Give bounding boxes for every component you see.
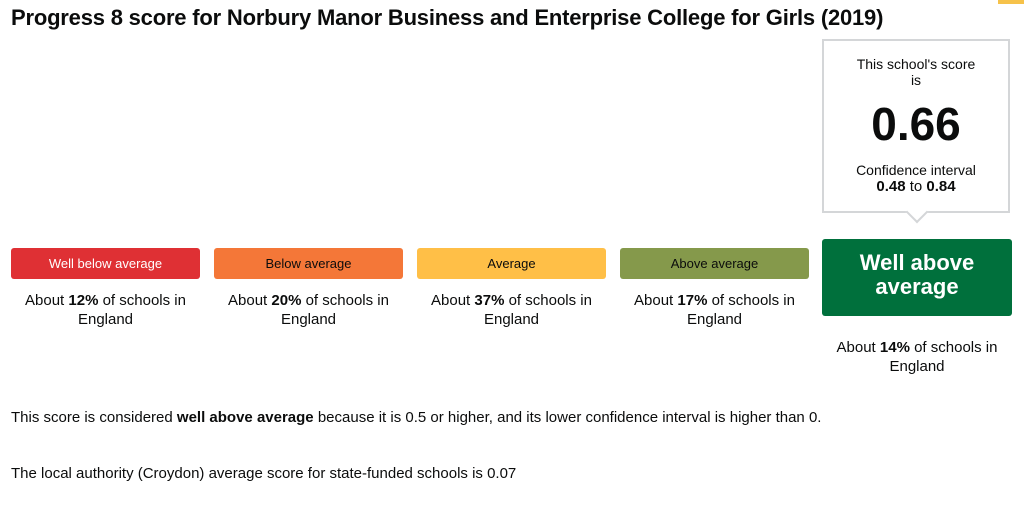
pct-suffix: of schools in England (889, 339, 998, 375)
local-authority-average: The local authority (Croydon) average sc… (11, 465, 517, 482)
pct-prefix: About (634, 292, 674, 309)
explanation-suffix: because it is 0.5 or higher, and its low… (317, 409, 822, 426)
score-caption: This school's score is (856, 56, 976, 88)
score-explanation: This score is considered well above aver… (11, 409, 821, 426)
pct-suffix: of schools in England (280, 292, 389, 328)
accent-corner-mark (998, 0, 1024, 4)
pct-value: 37% (474, 292, 505, 309)
ci-low: 0.48 (876, 178, 906, 195)
pct-value: 14% (879, 339, 910, 356)
pct-suffix: of schools in England (483, 292, 592, 328)
band-average: Average (417, 248, 606, 279)
band-share-average: About 37% of schools in England (417, 291, 606, 329)
band-well-above-average-selected: Well above average (822, 239, 1012, 316)
school-score-callout: This school's score is 0.66 Confidence i… (822, 39, 1010, 213)
ci-high: 0.84 (926, 178, 956, 195)
page-title: Progress 8 score for Norbury Manor Busin… (11, 5, 884, 30)
pct-value: 20% (271, 292, 302, 309)
score-value: 0.66 (871, 98, 961, 150)
explanation-emphasis: well above average (176, 409, 314, 426)
pct-prefix: About (25, 292, 65, 309)
band-share-below-average: About 20% of schools in England (214, 291, 403, 329)
pct-prefix: About (228, 292, 268, 309)
band-well-below-average: Well below average (11, 248, 200, 279)
ci-to: to (909, 178, 923, 195)
band-share-well-below-average: About 12% of schools in England (11, 291, 200, 329)
band-below-average: Below average (214, 248, 403, 279)
band-share-well-above-average: About 14% of schools in England (822, 338, 1012, 376)
confidence-interval-label: Confidence interval (856, 162, 976, 178)
pct-value: 17% (677, 292, 708, 309)
pct-prefix: About (836, 339, 876, 356)
pct-suffix: of schools in England (77, 292, 186, 328)
confidence-interval-range: 0.48 to 0.84 (824, 178, 1008, 195)
pct-value: 12% (68, 292, 99, 309)
band-share-above-average: About 17% of schools in England (620, 291, 809, 329)
explanation-prefix: This score is considered (11, 409, 173, 426)
pct-suffix: of schools in England (686, 292, 795, 328)
pct-prefix: About (431, 292, 471, 309)
band-above-average: Above average (620, 248, 809, 279)
